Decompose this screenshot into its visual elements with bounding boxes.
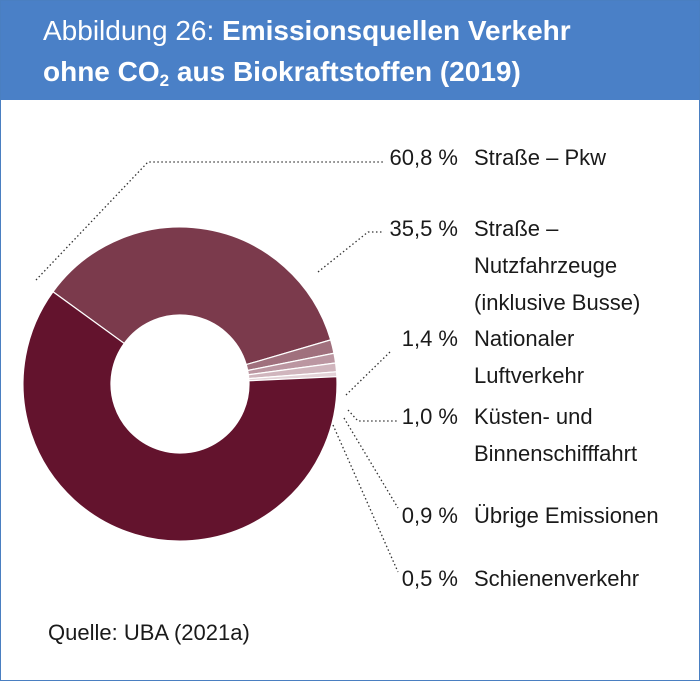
slice-category-label-0-0: Straße – Pkw — [474, 145, 606, 170]
leader-line-2 — [345, 351, 391, 396]
source-note: Quelle: UBA (2021a) — [48, 620, 250, 645]
leader-line-0 — [35, 161, 384, 281]
slice-value-label-5: 0,5 % — [402, 566, 458, 591]
slice-value-label-4: 0,9 % — [402, 503, 458, 528]
figure-header: Abbildung 26: Emissionsquellen Verkehr o… — [1, 1, 699, 100]
leader-line-5 — [332, 424, 399, 573]
slice-value-label-2: 1,4 % — [402, 326, 458, 351]
leader-line-1 — [317, 231, 384, 273]
slice-category-label-2-0: Nationaler — [474, 326, 574, 351]
slice-value-label-3: 1,0 % — [402, 404, 458, 429]
slice-category-label-4-0: Übrige Emissionen — [474, 503, 659, 528]
slice-category-label-2-1: Luftverkehr — [474, 363, 584, 388]
slice-value-label-0: 60,8 % — [390, 145, 459, 170]
slice-value-label-1: 35,5 % — [390, 216, 459, 241]
slice-category-label-3-1: Binnenschifffahrt — [474, 441, 637, 466]
title-subscript: 2 — [159, 71, 170, 90]
slice-category-label-5-0: Schienenverkehr — [474, 566, 639, 591]
donut-chart: 60,8 % Straße – Pkw 35,5 % Straße – Nutzfahr… — [22, 145, 659, 591]
title-line-2: ohne CO2 aus Biokraftstoffen (2019) — [43, 55, 521, 89]
slice-category-label-1-1: Nutzfahrzeuge — [474, 253, 617, 278]
leader-line-3 — [347, 409, 398, 422]
donut-slice-1 — [52, 226, 332, 366]
donut-slice-0 — [22, 290, 338, 542]
slice-category-label-1-0: Straße – — [474, 216, 559, 241]
leader-line-4 — [343, 417, 399, 509]
title-rest: aus Biokraftstoffen (2019) — [169, 56, 521, 87]
figure-label: Abbildung 26: — [43, 15, 215, 46]
slice-category-label-3-0: Küsten- und — [474, 404, 593, 429]
slice-category-label-1-2: (inklusive Busse) — [474, 290, 640, 315]
title-co: ohne CO — [43, 56, 160, 87]
title-main: Emissionsquellen Verkehr — [222, 15, 571, 46]
title-line-1: Abbildung 26: Emissionsquellen Verkehr — [43, 14, 571, 48]
